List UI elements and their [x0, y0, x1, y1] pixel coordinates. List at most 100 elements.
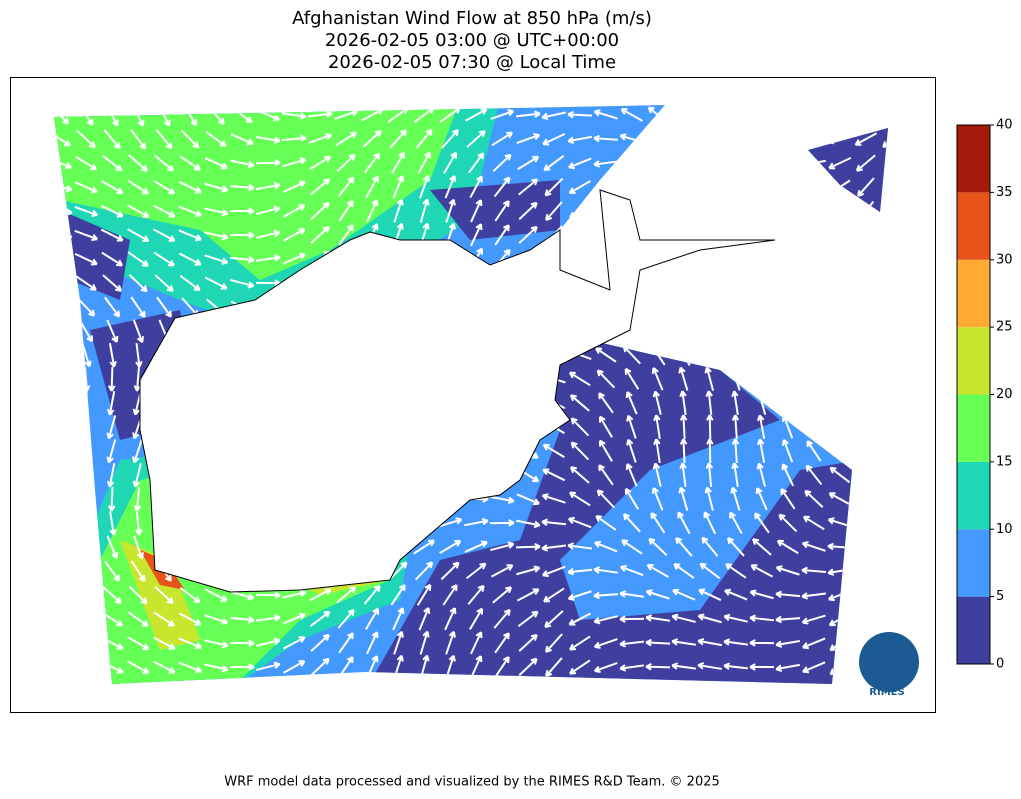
wind-arrow	[569, 635, 591, 651]
wind-arrow	[671, 613, 696, 623]
wind-arrow	[619, 158, 645, 167]
wind-arrow	[310, 178, 331, 196]
wind-arrow	[749, 207, 775, 215]
wind-arrow	[494, 224, 510, 246]
wind-arrow	[492, 153, 512, 173]
wind-arrow	[494, 200, 510, 222]
colorbar-segment	[957, 259, 990, 328]
wind-arrow	[75, 587, 97, 603]
wind-arrow	[801, 614, 826, 625]
wind-arrow	[672, 276, 696, 289]
wind-arrow	[81, 462, 90, 488]
wind-arrow	[440, 561, 460, 581]
wind-arrow	[570, 417, 590, 437]
wind-arrow	[178, 229, 202, 242]
wind-arrow	[415, 128, 433, 149]
wind-arrow	[756, 414, 766, 439]
wind-arrow	[775, 663, 800, 672]
wind-arrow	[366, 199, 379, 223]
wind-arrow	[595, 347, 617, 363]
wind-arrow	[828, 156, 852, 170]
wind-arrow	[853, 373, 878, 383]
wind-arrow	[518, 225, 538, 244]
wind-arrow	[879, 495, 888, 503]
wind-arrow	[857, 200, 875, 222]
wind-arrow	[517, 610, 539, 628]
wind-arrow	[418, 174, 430, 199]
wind-arrow	[77, 561, 96, 581]
wind-arrow	[624, 487, 640, 510]
wind-arrow	[648, 321, 668, 340]
wind-arrow	[854, 300, 878, 314]
wind-arrow	[853, 110, 878, 121]
wind-arrow	[282, 589, 307, 599]
wind-arrow	[438, 517, 463, 528]
wind-arrow	[82, 486, 91, 512]
wind-arrow	[569, 227, 591, 243]
wind-arrow	[781, 463, 795, 487]
wind-arrow	[855, 154, 876, 172]
wind-arrow	[104, 296, 121, 318]
wind-arrow	[230, 590, 255, 601]
wind-arrow	[152, 660, 176, 674]
wind-arrow	[853, 493, 878, 503]
wind-arrow	[723, 230, 749, 238]
wind-arrow	[828, 372, 852, 386]
wind-arrow	[81, 390, 90, 416]
wind-arrow	[775, 184, 801, 192]
wind-arrow	[439, 539, 462, 554]
wind-arrow	[679, 414, 688, 440]
wind-arrow	[255, 159, 281, 167]
wind-arrow	[54, 589, 72, 602]
wind-arrow	[805, 464, 823, 486]
wind-arrow	[74, 662, 99, 673]
wind-arrow	[229, 183, 255, 192]
wind-arrow	[127, 204, 150, 218]
wind-arrow	[645, 230, 671, 239]
wind-arrow	[884, 608, 888, 631]
wind-arrow	[363, 584, 381, 605]
wind-arrow	[598, 415, 613, 438]
wind-arrow	[756, 462, 767, 487]
wind-arrow	[129, 128, 147, 150]
title-line: 2026-02-05 07:30 @ Local Time	[328, 52, 616, 73]
wind-arrow	[853, 351, 879, 359]
wind-arrow	[101, 180, 124, 195]
wind-arrow	[645, 614, 671, 622]
wind-arrow	[827, 111, 853, 119]
wind-arrow	[620, 108, 643, 122]
wind-arrow	[650, 512, 666, 534]
wind-arrow	[879, 519, 888, 529]
wind-arrow	[776, 323, 799, 338]
wind-arrow	[619, 590, 645, 598]
wind-arrow	[56, 487, 66, 512]
wind-arrow	[752, 538, 772, 556]
wind-arrow	[697, 613, 722, 624]
logo-text: RIMES	[869, 687, 904, 698]
wind-arrow	[802, 637, 826, 650]
wind-arrow	[593, 182, 618, 193]
wind-arrow	[679, 438, 688, 464]
wind-arrow	[751, 106, 773, 124]
wind-arrow	[445, 630, 456, 655]
wind-arrow	[100, 204, 124, 218]
wind-arrow	[469, 607, 484, 630]
wind-arrow	[723, 613, 748, 623]
wind-arrow	[544, 177, 564, 197]
wind-arrow	[780, 488, 796, 510]
wind-arrow	[749, 231, 775, 239]
wind-arrow	[106, 415, 117, 440]
wind-arrow	[568, 252, 592, 266]
wind-arrow	[802, 661, 826, 674]
wind-arrow	[567, 542, 593, 550]
wind-arrow	[470, 199, 483, 223]
wind-arrow	[698, 156, 722, 169]
wind-arrow	[775, 640, 801, 648]
wind-arrow	[229, 663, 255, 671]
wind-arrow	[595, 515, 617, 531]
wind-arrow	[282, 636, 306, 650]
wind-arrow	[281, 134, 307, 143]
wind-arrow	[56, 462, 65, 488]
wind-arrow	[645, 589, 670, 600]
wind-arrow	[127, 251, 149, 267]
